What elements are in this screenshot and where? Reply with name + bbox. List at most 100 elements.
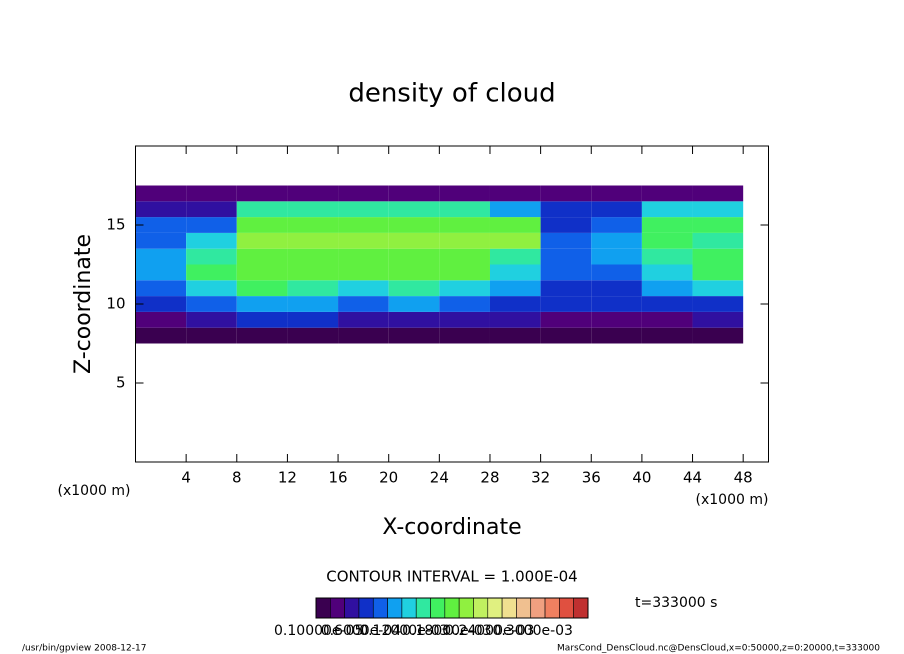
x-tick-label: 28 — [480, 469, 499, 487]
density-cell — [540, 232, 592, 249]
density-cell — [338, 280, 389, 297]
chart-title: density of cloud — [348, 79, 555, 109]
density-cell — [591, 296, 642, 312]
colorbar-swatch — [530, 597, 546, 619]
density-cell — [338, 201, 389, 218]
colorbar-swatch — [415, 597, 431, 619]
density-cell — [692, 248, 744, 265]
density-cell — [236, 217, 288, 233]
footer-right: MarsCond_DensCloud.nc@DensCloud,x=0:5000… — [557, 644, 880, 654]
density-cell — [540, 217, 592, 233]
density-cell — [641, 280, 693, 297]
x-tick-label: 16 — [329, 469, 348, 487]
x-tick-label: 24 — [430, 469, 449, 487]
density-cell — [186, 280, 237, 297]
colorbar-swatch — [430, 597, 446, 619]
density-cell — [489, 327, 541, 344]
density-cell — [338, 327, 389, 344]
density-cell — [236, 264, 288, 281]
density-cell — [287, 201, 339, 218]
x-tick-label: 36 — [582, 469, 601, 487]
density-cell — [236, 296, 288, 312]
colorbar-swatch — [401, 597, 417, 619]
density-cell — [236, 311, 288, 328]
colorbar-swatch — [444, 597, 460, 619]
x-unit: (x1000 m) — [696, 492, 769, 508]
density-cell — [591, 264, 642, 281]
x-tick-label: 8 — [232, 469, 242, 487]
colorbar-swatch — [458, 597, 474, 619]
density-cell — [540, 311, 592, 328]
density-cell — [287, 264, 339, 281]
density-cell — [186, 296, 237, 312]
colorbar-swatch — [387, 597, 403, 619]
density-cell — [591, 280, 642, 297]
density-cell — [186, 217, 237, 233]
density-cell — [641, 296, 693, 312]
colorbar-swatch — [473, 597, 489, 619]
x-tick-label: 48 — [734, 469, 753, 487]
colorbar-label: 0.24000e-03 — [445, 623, 534, 639]
density-cell — [338, 232, 389, 249]
density-cell — [540, 280, 592, 297]
density-cell — [388, 217, 440, 233]
density-cell — [692, 264, 744, 281]
density-cell — [641, 217, 693, 233]
colorbar-label: 0.3000e-03 — [493, 623, 573, 639]
x-axis-label: X-coordinate — [382, 515, 521, 540]
y-unit: (x1000 m) — [58, 483, 131, 499]
density-cell — [692, 201, 744, 218]
density-cell — [489, 296, 541, 312]
colorbar-swatch — [559, 597, 574, 619]
density-cell — [692, 232, 744, 249]
density-cell — [641, 248, 693, 265]
density-cell — [439, 311, 490, 328]
density-cell — [439, 185, 490, 202]
density-cell — [439, 201, 490, 218]
density-cell — [540, 264, 592, 281]
x-tick-label: 20 — [379, 469, 398, 487]
footer-left: /usr/bin/gpview 2008-12-17 — [22, 644, 146, 654]
density-cell — [287, 311, 339, 328]
density-cell — [489, 248, 541, 265]
density-cell — [641, 327, 693, 344]
x-tick-label: 44 — [683, 469, 702, 487]
density-cell — [692, 280, 744, 297]
density-cell — [135, 327, 187, 344]
density-cell — [135, 185, 187, 202]
density-cell — [540, 296, 592, 312]
colorbar-swatch — [344, 597, 360, 619]
x-tick-label: 40 — [632, 469, 651, 487]
density-cell — [338, 217, 389, 233]
colorbar-swatch — [372, 597, 388, 619]
density-cell — [540, 185, 592, 202]
density-cell — [135, 296, 187, 312]
density-cell — [489, 201, 541, 218]
density-cell — [591, 232, 642, 249]
density-cell — [236, 185, 288, 202]
density-cell — [135, 280, 187, 297]
density-cell — [338, 185, 389, 202]
contour-interval: CONTOUR INTERVAL = 1.000E-04 — [326, 568, 577, 586]
density-cell — [236, 201, 288, 218]
colorbar-swatch — [330, 597, 345, 619]
density-cell — [439, 327, 490, 344]
density-cell — [388, 311, 440, 328]
density-cell — [489, 280, 541, 297]
y-tick-label: 15 — [106, 216, 125, 234]
y-axis-label: Z-coordinate — [71, 234, 96, 374]
density-cell — [489, 311, 541, 328]
density-cell — [236, 280, 288, 297]
density-cell — [287, 248, 339, 265]
density-cell — [489, 185, 541, 202]
density-cell — [338, 248, 389, 265]
density-cell — [439, 217, 490, 233]
density-cell — [186, 185, 237, 202]
density-cell — [641, 311, 693, 328]
density-cell — [287, 327, 339, 344]
x-tick-label: 12 — [278, 469, 297, 487]
time-label: t=333000 s — [635, 595, 717, 611]
density-cell — [388, 232, 440, 249]
density-cell — [692, 217, 744, 233]
colorbar-frame — [315, 597, 589, 619]
